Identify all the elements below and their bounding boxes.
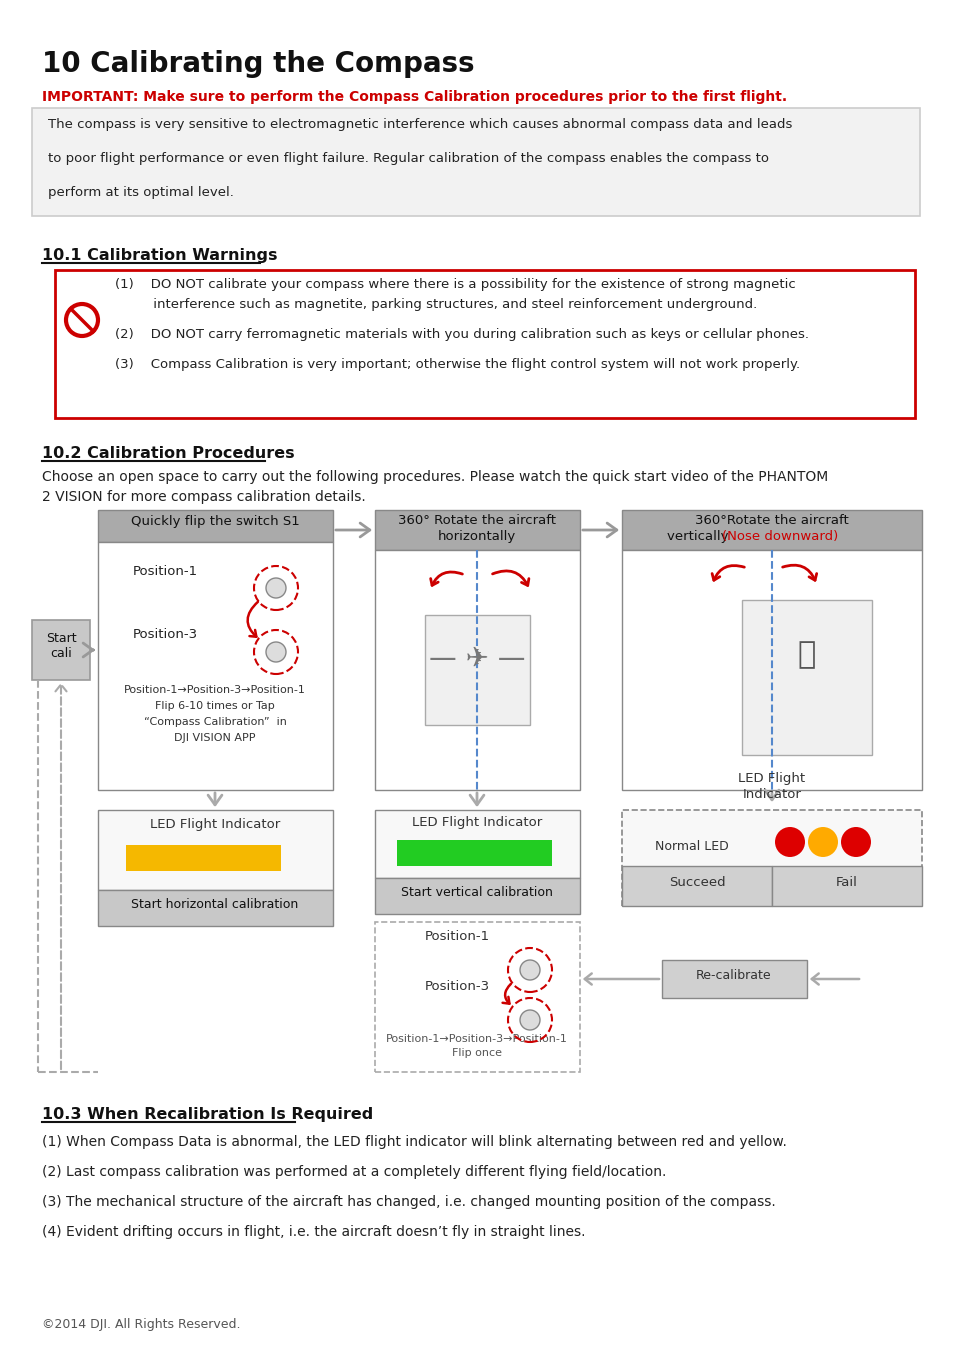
Text: 10.2 Calibration Procedures: 10.2 Calibration Procedures [42, 445, 294, 460]
Text: Start horizontal calibration: Start horizontal calibration [132, 898, 298, 911]
FancyBboxPatch shape [661, 960, 806, 998]
FancyBboxPatch shape [126, 845, 281, 871]
Text: IMPORTANT: Make sure to perform the Compass Calibration procedures prior to the : IMPORTANT: Make sure to perform the Comp… [42, 89, 786, 104]
FancyBboxPatch shape [396, 839, 552, 867]
FancyBboxPatch shape [98, 810, 333, 890]
FancyBboxPatch shape [32, 108, 919, 217]
Text: Re-calibrate: Re-calibrate [696, 969, 771, 982]
Circle shape [807, 827, 837, 857]
Text: 10 Calibrating the Compass: 10 Calibrating the Compass [42, 50, 475, 79]
FancyBboxPatch shape [375, 877, 579, 914]
FancyBboxPatch shape [375, 810, 579, 877]
Text: (2) Last compass calibration was performed at a completely different flying fiel: (2) Last compass calibration was perform… [42, 1164, 666, 1179]
Text: Position-1: Position-1 [424, 930, 490, 942]
Text: Position-3: Position-3 [424, 980, 490, 992]
Text: Position-1: Position-1 [132, 565, 198, 578]
FancyBboxPatch shape [32, 620, 90, 680]
Circle shape [519, 960, 539, 980]
Text: 🚁: 🚁 [797, 640, 815, 669]
Text: (2)    DO NOT carry ferromagnetic materials with you during calibration such as : (2) DO NOT carry ferromagnetic materials… [115, 328, 808, 341]
Text: cali: cali [51, 647, 71, 659]
Text: Position-1→Position-3→Position-1: Position-1→Position-3→Position-1 [386, 1034, 567, 1044]
Circle shape [266, 578, 286, 598]
FancyBboxPatch shape [375, 550, 579, 789]
Text: (1)    DO NOT calibrate your compass where there is a possibility for the existe: (1) DO NOT calibrate your compass where … [115, 278, 795, 291]
FancyBboxPatch shape [621, 510, 921, 550]
Circle shape [266, 642, 286, 662]
Text: 10.3 When Recalibration Is Required: 10.3 When Recalibration Is Required [42, 1108, 373, 1122]
Text: 2 VISION for more compass calibration details.: 2 VISION for more compass calibration de… [42, 490, 365, 504]
FancyBboxPatch shape [55, 269, 914, 418]
Text: Flip 6-10 times or Tap: Flip 6-10 times or Tap [155, 701, 274, 711]
Text: Choose an open space to carry out the following procedures. Please watch the qui: Choose an open space to carry out the fo… [42, 470, 827, 483]
Text: Position-3: Position-3 [132, 628, 198, 640]
FancyBboxPatch shape [98, 890, 333, 926]
Circle shape [519, 1010, 539, 1030]
FancyBboxPatch shape [424, 615, 530, 724]
Text: 360°Rotate the aircraft: 360°Rotate the aircraft [695, 515, 848, 527]
Text: Fail: Fail [835, 876, 857, 890]
Text: Succeed: Succeed [668, 876, 724, 890]
Text: vertically: vertically [666, 529, 732, 543]
Text: ©2014 DJI. All Rights Reserved.: ©2014 DJI. All Rights Reserved. [42, 1317, 240, 1331]
FancyBboxPatch shape [375, 922, 579, 1072]
Text: interference such as magnetite, parking structures, and steel reinforcement unde: interference such as magnetite, parking … [115, 298, 757, 311]
Text: (4) Evident drifting occurs in flight, i.e. the aircraft doesn’t fly in straight: (4) Evident drifting occurs in flight, i… [42, 1225, 585, 1239]
Text: Normal LED: Normal LED [655, 839, 728, 853]
Text: — ✈ —: — ✈ — [428, 645, 525, 673]
Text: Flip once: Flip once [452, 1048, 501, 1057]
Text: 360° Rotate the aircraft: 360° Rotate the aircraft [397, 515, 556, 527]
Circle shape [774, 827, 804, 857]
Text: Quickly flip the switch S1: Quickly flip the switch S1 [131, 515, 299, 528]
Text: (3) The mechanical structure of the aircraft has changed, i.e. changed mounting : (3) The mechanical structure of the airc… [42, 1196, 775, 1209]
Circle shape [66, 305, 98, 336]
Text: Position-1→Position-3→Position-1: Position-1→Position-3→Position-1 [124, 685, 306, 695]
FancyBboxPatch shape [621, 550, 921, 789]
Text: “Compass Calibration”  in: “Compass Calibration” in [143, 718, 286, 727]
FancyBboxPatch shape [375, 510, 579, 550]
FancyBboxPatch shape [741, 600, 871, 756]
FancyBboxPatch shape [621, 867, 771, 906]
FancyBboxPatch shape [98, 510, 333, 542]
Text: LED Flight: LED Flight [738, 772, 804, 785]
FancyBboxPatch shape [771, 867, 921, 906]
Circle shape [841, 827, 870, 857]
Text: Start vertical calibration: Start vertical calibration [400, 886, 553, 899]
FancyBboxPatch shape [98, 542, 333, 789]
Text: Indicator: Indicator [741, 788, 801, 802]
Text: The compass is very sensitive to electromagnetic interference which causes abnor: The compass is very sensitive to electro… [48, 118, 792, 131]
Text: DJI VISION APP: DJI VISION APP [174, 733, 255, 743]
Text: 10.1 Calibration Warnings: 10.1 Calibration Warnings [42, 248, 277, 263]
Text: to poor flight performance or even flight failure. Regular calibration of the co: to poor flight performance or even fligh… [48, 152, 768, 165]
Text: LED Flight Indicator: LED Flight Indicator [412, 816, 541, 829]
Text: horizontally: horizontally [437, 529, 516, 543]
Text: LED Flight Indicator: LED Flight Indicator [150, 818, 280, 831]
Text: perform at its optimal level.: perform at its optimal level. [48, 185, 233, 199]
FancyBboxPatch shape [621, 810, 921, 906]
Text: (Nose downward): (Nose downward) [721, 529, 838, 543]
Text: (1) When Compass Data is abnormal, the LED flight indicator will blink alternati: (1) When Compass Data is abnormal, the L… [42, 1135, 786, 1150]
Text: (3)    Compass Calibration is very important; otherwise the flight control syste: (3) Compass Calibration is very importan… [115, 357, 800, 371]
Text: Start: Start [46, 632, 76, 645]
